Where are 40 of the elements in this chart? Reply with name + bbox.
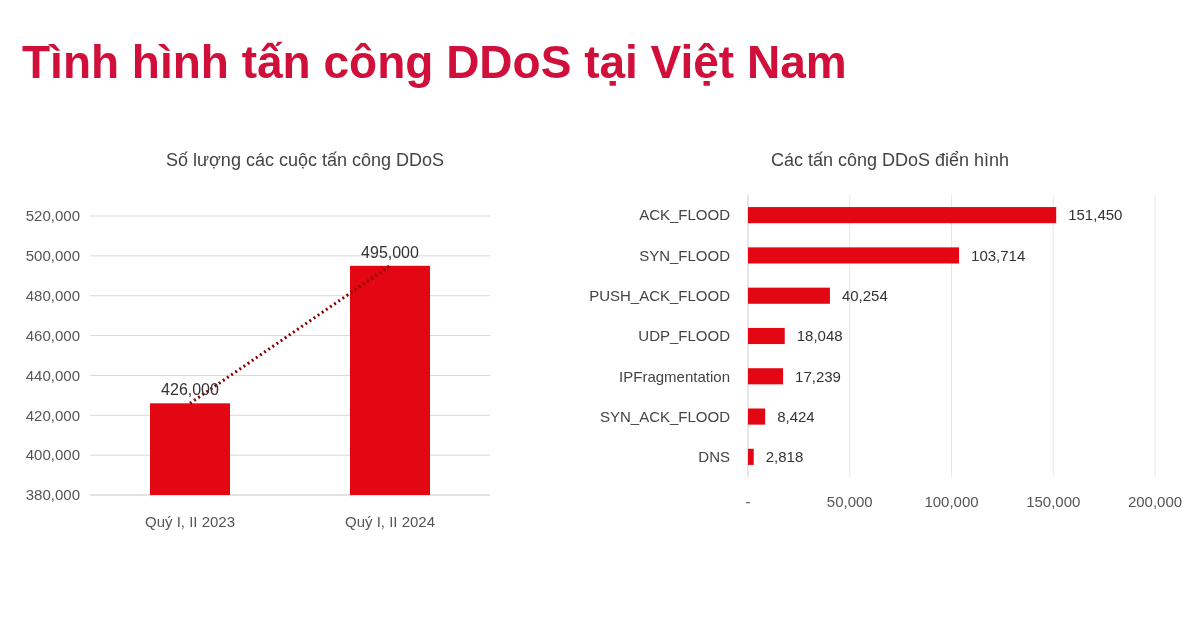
bar [748,448,754,465]
data-label: 17,239 [795,367,841,385]
bar [748,368,784,385]
x-tick-label: 100,000 [924,493,979,510]
y-tick-label: DNS [698,448,730,466]
y-tick-label: SYN_ACK_FLOOD [599,407,731,425]
data-label: 103,714 [971,246,1026,264]
y-tick-label: 500,000 [25,247,80,265]
y-tick-label: UDP_FLOOD [638,327,731,345]
x-tick-label: Quý I, II 2024 [344,513,436,530]
y-tick-label: IPFragmentation [619,367,730,385]
x-tick-label: - [745,493,751,510]
y-tick-label: PUSH_ACK_FLOOD [589,286,731,304]
x-tick-label: 150,000 [1026,493,1081,510]
data-label: 18,048 [796,327,843,345]
x-tick-label: 50,000 [826,493,873,510]
chart-title: Các tấn công DDoS điển hình [770,150,1010,170]
y-tick-label: 380,000 [25,486,80,504]
bar [748,207,1057,224]
x-tick-label: 200,000 [1127,493,1183,510]
y-tick-label: 420,000 [25,406,80,424]
bar [748,287,830,304]
y-tick-label: 520,000 [25,207,80,225]
x-tick-label: Quý I, II 2023 [144,513,236,530]
y-tick-label: SYN_FLOOD [639,246,731,264]
y-tick-label: 480,000 [25,286,80,304]
y-tick-label: ACK_FLOOD [639,206,731,224]
y-tick-label: 440,000 [25,366,80,384]
text: Tình hình tấn công DDoS tại Việt Nam [22,36,847,88]
data-label: 495,000 [361,243,420,261]
data-label: 2,818 [765,448,804,466]
bar [748,408,766,425]
data-label: 151,450 [1068,206,1123,224]
data-label: 8,424 [777,407,815,425]
data-label: 40,254 [841,286,888,304]
chart-title: Số lượng các cuộc tấn công DDoS [166,150,444,170]
y-tick-label: 460,000 [25,326,80,344]
bar [748,327,785,345]
bar [748,247,960,264]
y-tick-label: 400,000 [25,446,80,464]
